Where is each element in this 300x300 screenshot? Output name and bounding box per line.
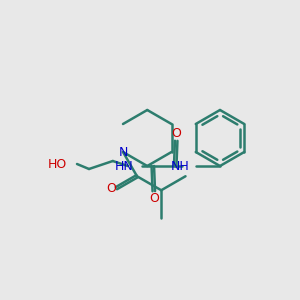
Text: NH: NH [170, 160, 189, 172]
Text: HO: HO [48, 158, 67, 170]
Text: O: O [171, 127, 181, 140]
Text: O: O [149, 192, 159, 205]
Text: HN: HN [115, 160, 134, 172]
Text: O: O [106, 182, 116, 195]
Text: N: N [118, 146, 128, 158]
